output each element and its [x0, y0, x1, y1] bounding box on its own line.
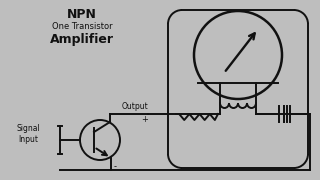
Text: +: + [141, 115, 148, 124]
Text: Signal
Input: Signal Input [16, 124, 40, 144]
Text: NPN: NPN [67, 8, 97, 21]
Text: One Transistor: One Transistor [52, 22, 112, 31]
Text: Output: Output [121, 102, 148, 111]
Text: -: - [114, 162, 117, 171]
Text: Amplifier: Amplifier [50, 33, 114, 46]
